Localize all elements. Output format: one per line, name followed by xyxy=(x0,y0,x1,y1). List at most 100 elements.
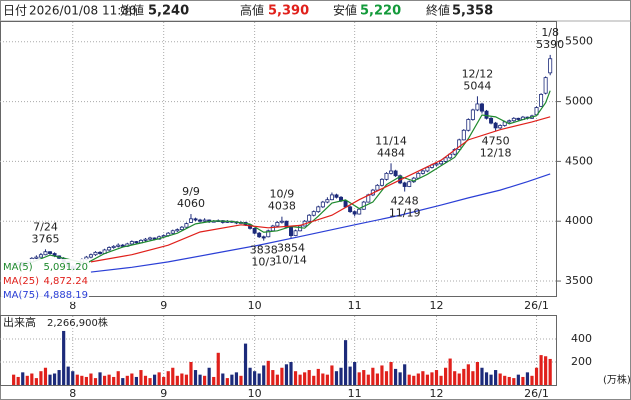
volume-bar xyxy=(357,372,361,385)
volume-bar xyxy=(375,373,379,385)
candle-body xyxy=(434,163,439,166)
header-value: 5,358 xyxy=(452,4,493,19)
annotation-value: 3765 xyxy=(31,232,59,245)
candle-body xyxy=(539,93,544,107)
candle-body xyxy=(489,117,494,124)
annotation-date: 12/12 xyxy=(462,67,494,80)
volume-bar xyxy=(21,372,25,385)
legend-value: 5,091.20 xyxy=(43,262,88,273)
volume-bar xyxy=(153,374,157,385)
annotation-date: 1/8 xyxy=(541,26,559,39)
annotation-value: 3838 xyxy=(250,244,278,257)
volume-bar xyxy=(66,366,70,385)
candle-body xyxy=(311,211,316,216)
volume-bar xyxy=(343,340,348,385)
x-tick-label: 11 xyxy=(348,387,362,400)
annotation-value: 4750 xyxy=(482,134,510,147)
volume-bar xyxy=(480,367,484,385)
candle-body xyxy=(543,77,548,94)
candle-body xyxy=(466,119,471,131)
candle-body xyxy=(289,226,293,236)
x-tick-label: 9 xyxy=(160,387,167,400)
legend-name: MA(25) xyxy=(3,276,39,287)
candle-body xyxy=(325,199,330,203)
volume-bar xyxy=(494,370,498,385)
volume-bar xyxy=(230,374,234,385)
volume-bar xyxy=(30,373,34,385)
candle-body xyxy=(334,194,339,198)
candle-body xyxy=(275,222,280,227)
header-value: 5,240 xyxy=(148,4,189,19)
annotation-value: 5044 xyxy=(463,79,491,92)
annotation-value: 4484 xyxy=(377,146,405,159)
volume-bar xyxy=(143,375,148,385)
candle-body xyxy=(111,245,116,248)
volume-bar xyxy=(512,378,516,385)
annotation-value: 4248 xyxy=(391,195,419,208)
volume-bar xyxy=(416,373,420,385)
candle-body xyxy=(252,227,257,234)
candle-body xyxy=(43,251,48,256)
volume-bar xyxy=(39,371,43,385)
volume-bar xyxy=(93,378,98,385)
candle-body xyxy=(389,170,394,174)
annotation-date: 12/18 xyxy=(480,146,512,159)
volume-bar xyxy=(393,368,398,385)
candle-body xyxy=(266,230,271,238)
candle-body xyxy=(143,238,148,241)
volume-bar xyxy=(184,374,189,385)
volume-bar xyxy=(216,352,220,385)
legend-value: 4,872.24 xyxy=(43,276,88,287)
volume-bar xyxy=(475,362,480,385)
annotation-date: 10/3 xyxy=(251,256,276,269)
volume-bar xyxy=(380,365,384,385)
candle-body xyxy=(184,223,189,228)
volume-bar xyxy=(166,371,170,385)
candle-body xyxy=(329,194,334,201)
volume-bar xyxy=(371,367,375,385)
candle-body xyxy=(475,103,480,111)
volume-bar xyxy=(430,372,434,385)
volume-bar xyxy=(498,373,502,385)
volume-bar xyxy=(148,378,152,385)
x-tick-label: 12 xyxy=(430,387,444,400)
volume-bar xyxy=(325,374,329,385)
candle-body xyxy=(248,224,253,229)
volume-bar xyxy=(425,374,430,385)
candle-body xyxy=(470,109,475,120)
legend-value: 4,888.19 xyxy=(43,290,88,301)
volume-bar xyxy=(112,376,116,385)
volume-bar xyxy=(439,375,443,385)
volume-bar xyxy=(257,373,261,385)
volume-bar xyxy=(62,330,66,385)
candle-body xyxy=(198,219,203,222)
volume-bar xyxy=(248,367,252,385)
x-tick-label: 26/1 xyxy=(524,299,549,312)
volume-bar xyxy=(134,376,138,385)
candle-body xyxy=(379,178,384,186)
candle-body xyxy=(443,157,448,162)
x-tick-label: 9 xyxy=(160,299,167,312)
candle-body xyxy=(393,170,398,177)
volume-bar xyxy=(444,367,448,385)
annotation-date: 9/9 xyxy=(182,185,200,198)
ma-line xyxy=(90,116,551,263)
price-panel xyxy=(0,21,557,297)
volume-bar xyxy=(71,371,75,385)
volume-bar xyxy=(207,367,211,385)
volume-bar xyxy=(12,374,16,385)
volume-bar xyxy=(271,370,275,385)
volume-bar xyxy=(530,375,534,385)
volume-bar xyxy=(421,371,425,385)
legend-box xyxy=(1,259,89,302)
legend: MA(5) 5,091.20 MA(25) 4,872.24 MA(75) 4,888.1… xyxy=(1,259,89,302)
volume-bar xyxy=(57,370,61,385)
volume-bar xyxy=(80,375,84,385)
x-tick-label: 10 xyxy=(248,387,262,400)
volume-bar xyxy=(198,374,202,385)
volume-bar xyxy=(362,370,366,385)
volume-bar xyxy=(221,373,225,385)
volume-bar xyxy=(243,343,248,385)
volume-bar xyxy=(389,362,393,385)
